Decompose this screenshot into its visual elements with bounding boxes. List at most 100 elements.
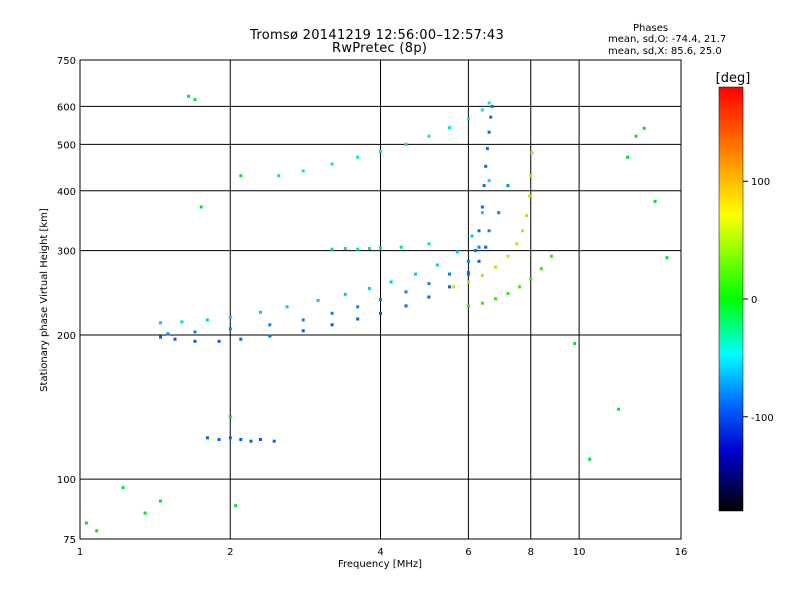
data-point [435, 263, 439, 267]
data-point [448, 126, 451, 130]
data-point [539, 267, 543, 271]
data-point [494, 265, 497, 269]
data-point [506, 254, 510, 258]
y-tick-label: 500 [57, 140, 76, 151]
data-point [482, 184, 486, 188]
data-point [653, 199, 657, 203]
data-point [484, 245, 488, 249]
data-point [487, 229, 491, 233]
data-point [277, 174, 281, 178]
data-point [490, 104, 494, 108]
data-point [121, 486, 125, 490]
data-point [356, 305, 360, 309]
data-point [474, 249, 477, 253]
colorbar-tick-label: -100 [751, 413, 774, 424]
stats-o-mode: mean, sd,O: -74.4, 21.7 [608, 34, 727, 45]
data-point [427, 295, 431, 299]
data-point [228, 315, 232, 319]
stats-heading: Phases [633, 23, 669, 34]
data-point [84, 521, 88, 525]
data-point [626, 155, 629, 159]
data-point [268, 334, 272, 338]
data-point [466, 272, 470, 276]
data-point [173, 337, 177, 341]
data-point [259, 310, 262, 314]
data-point [330, 247, 334, 251]
data-point [228, 327, 232, 331]
chart-title: Tromsø 20141219 12:56:00–12:57:43 [250, 28, 505, 43]
data-point [480, 274, 484, 278]
x-tick-label: 4 [377, 547, 383, 558]
data-point [489, 115, 493, 119]
data-point [399, 245, 403, 249]
data-point [404, 290, 408, 294]
data-point [330, 323, 334, 327]
data-point [525, 214, 529, 218]
data-point [414, 272, 417, 276]
data-point [448, 285, 451, 289]
data-point [330, 162, 334, 166]
data-points [84, 94, 669, 533]
data-point [588, 457, 592, 461]
data-point [166, 332, 170, 336]
data-point [379, 311, 382, 315]
data-point [477, 229, 481, 233]
data-point [404, 142, 408, 146]
data-point [487, 179, 491, 183]
data-point [427, 282, 431, 286]
data-point [617, 407, 621, 411]
data-point [470, 234, 474, 238]
y-tick-label: 400 [57, 187, 76, 198]
plot-frame [79, 59, 682, 540]
data-point [356, 317, 360, 321]
data-point [487, 130, 491, 134]
data-point [249, 439, 253, 443]
x-tick-label: 6 [465, 547, 471, 558]
y-axis-label: Stationary phase Virtual Height [km] [39, 208, 50, 392]
data-point [466, 259, 470, 263]
data-point [379, 298, 382, 302]
data-point [159, 335, 162, 339]
data-point [356, 155, 360, 159]
data-point [379, 150, 382, 153]
colorbar-label: [deg] [716, 71, 751, 86]
data-point [379, 246, 382, 250]
data-point [193, 339, 197, 343]
data-point [477, 245, 481, 249]
data-point [268, 323, 272, 327]
data-point [466, 117, 470, 121]
colorbar [718, 86, 744, 512]
data-point [480, 205, 484, 209]
data-point [451, 285, 455, 289]
stats-x-mode: mean, sd,X: 85.6, 25.0 [608, 46, 722, 57]
data-point [217, 438, 221, 441]
data-point [159, 321, 162, 325]
data-point [217, 339, 221, 343]
data-point [228, 436, 232, 440]
data-point [448, 272, 451, 276]
data-point [228, 415, 232, 419]
data-point [573, 342, 577, 345]
x-tick-label: 1 [77, 547, 83, 558]
data-point [239, 174, 243, 178]
data-point [549, 254, 553, 258]
data-point [506, 292, 510, 296]
y-tick-label: 100 [57, 475, 76, 486]
data-point [527, 194, 531, 198]
data-point [518, 285, 522, 289]
grid-lines [80, 60, 681, 539]
data-point [234, 504, 238, 508]
data-point [494, 297, 497, 301]
data-point [497, 211, 501, 215]
x-tick-label: 8 [528, 547, 534, 558]
data-point [143, 511, 147, 515]
data-point [466, 271, 470, 274]
data-point [301, 169, 305, 173]
data-point [530, 151, 534, 155]
data-point [272, 439, 276, 443]
chart-subtitle: RwPretec (8p) [332, 41, 428, 56]
data-point [466, 304, 470, 308]
colorbar-tick-label: 0 [751, 295, 757, 306]
data-point [193, 98, 197, 102]
